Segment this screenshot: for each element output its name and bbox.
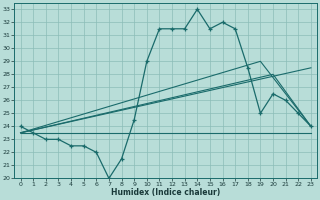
X-axis label: Humidex (Indice chaleur): Humidex (Indice chaleur): [111, 188, 220, 197]
